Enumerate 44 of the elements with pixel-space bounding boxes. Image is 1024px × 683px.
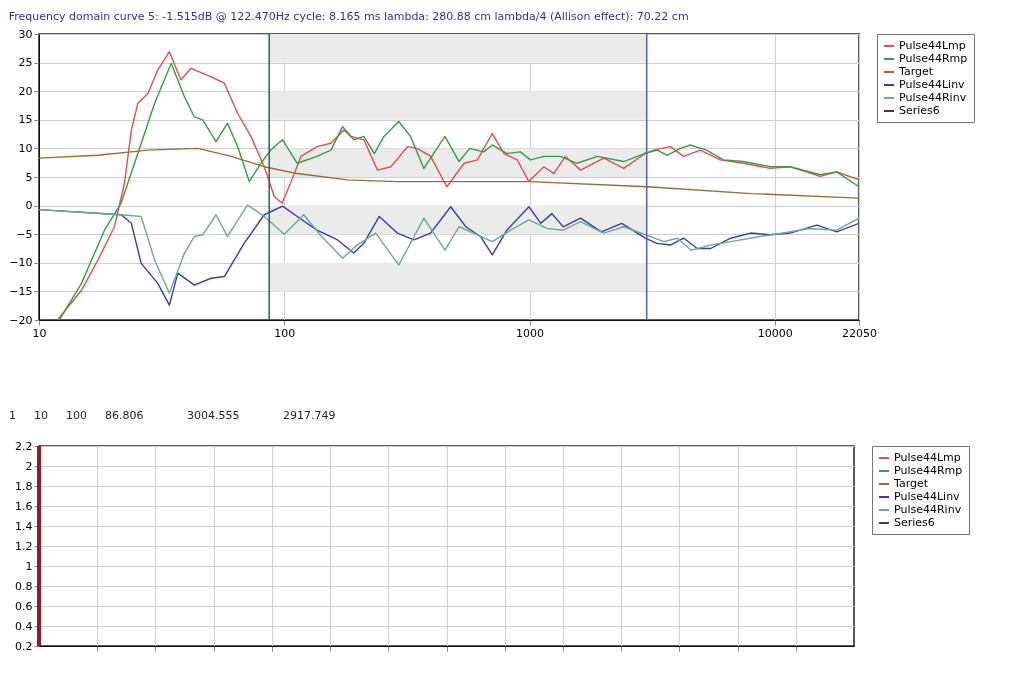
legend-label: Target (893, 477, 929, 490)
y-tick-label: 0.8 (15, 579, 33, 593)
x-tick-label: 100 (274, 326, 296, 340)
legend-label: Pulse44Lmp (899, 39, 966, 52)
text: 2917.749 (283, 409, 336, 422)
y-tick-label: 2.2 (15, 439, 33, 453)
y-tick-label: 1 (25, 559, 33, 573)
y-tick-label: 30 (18, 27, 33, 41)
legend-label: Series6 (899, 104, 940, 117)
text: 100 (66, 409, 87, 422)
x-tick-label: 10000 (757, 326, 793, 340)
text: 3004.555 (187, 409, 240, 422)
y-tick-label: −15 (9, 284, 33, 298)
y-tick-label: 2 (25, 459, 33, 473)
y-tick-label: 1.4 (15, 519, 33, 533)
legend-label: Pulse44Linv (899, 78, 966, 91)
y-tick-label: 0 (25, 199, 33, 213)
legend-label: Pulse44Rmp (894, 464, 963, 477)
y-tick-label: 25 (18, 56, 33, 70)
text: 10 (34, 409, 48, 422)
legend-label: Pulse44Linv (894, 490, 961, 503)
text: 86.806 (105, 409, 144, 422)
x-tick-label: 1000 (516, 326, 545, 340)
y-tick-label: 0.4 (15, 619, 33, 633)
y-tick-label: 1.2 (15, 539, 33, 553)
y-tick-label: 5 (25, 170, 33, 184)
y-tick-label: 10 (18, 141, 33, 155)
legend-label: Series6 (894, 516, 935, 529)
y-tick-label: 0.2 (15, 639, 33, 653)
y-tick-label: −20 (9, 313, 33, 327)
y-tick-label: 20 (18, 84, 33, 98)
y-tick-label: 0.6 (15, 599, 33, 613)
chart-title: Frequency domain curve 5: -1.515dB @ 122.470Hz cycle: 8.165 ms lambda: 280.88 cm lambda/4 (Allison effect): 70.22 cm (8, 10, 689, 23)
legend-label: Target (898, 65, 934, 78)
y-tick-label: 1.8 (15, 479, 33, 493)
legend-label: Pulse44Rinv (899, 91, 967, 104)
y-tick-label: −10 (9, 256, 33, 270)
y-tick-label: 1.6 (15, 499, 33, 513)
legend-label: Pulse44Rmp (899, 52, 968, 65)
legend-label: Pulse44Lmp (894, 451, 961, 464)
y-tick-label: 15 (18, 113, 33, 127)
legend-label: Pulse44Rinv (894, 503, 962, 516)
x-tick-label: 22050 (842, 326, 877, 340)
y-tick-label: −5 (16, 227, 33, 241)
